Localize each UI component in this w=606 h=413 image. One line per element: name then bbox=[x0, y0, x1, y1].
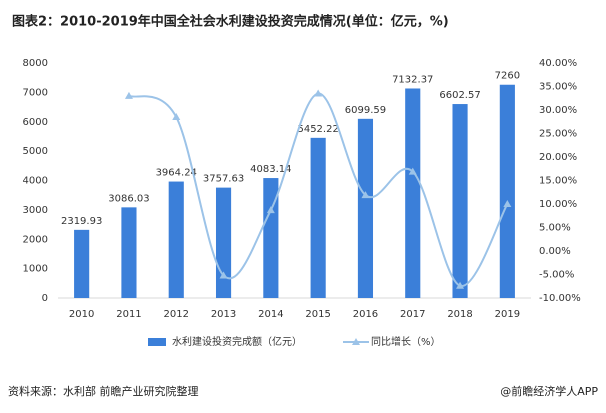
y2-tick-label: 0.00% bbox=[539, 246, 571, 257]
value-label: 3086.03 bbox=[108, 193, 149, 204]
x-tick-label: 2012 bbox=[164, 309, 189, 320]
y-tick-label: 6000 bbox=[23, 117, 48, 128]
y2-tick-label: 20.00% bbox=[539, 152, 577, 163]
value-label: 3964.24 bbox=[156, 168, 197, 179]
source: 资料来源：水利部 前瞻产业研究院整理 bbox=[8, 384, 199, 398]
line-marker bbox=[266, 206, 275, 214]
bar bbox=[121, 207, 137, 298]
line-marker bbox=[314, 89, 323, 97]
y2-tick-label: 15.00% bbox=[539, 176, 577, 187]
chart-title: 图表2：2010-2019年中国全社会水利建设投资完成情况(单位：亿元，%) bbox=[12, 14, 449, 30]
y-tick-label: 3000 bbox=[23, 205, 48, 216]
value-label: 7260 bbox=[495, 71, 520, 82]
x-tick-label: 2015 bbox=[305, 309, 330, 320]
x-tick-label: 2010 bbox=[69, 309, 94, 320]
legend-label: 同比增长（%） bbox=[371, 335, 441, 348]
line-marker bbox=[408, 167, 417, 175]
y-tick-label: 4000 bbox=[23, 176, 48, 187]
x-tick-label: 2016 bbox=[353, 309, 378, 320]
legend-swatch bbox=[148, 338, 166, 346]
y-tick-label: 5000 bbox=[23, 146, 48, 157]
line-marker bbox=[361, 191, 370, 199]
value-label: 3757.63 bbox=[203, 174, 244, 185]
line-marker bbox=[219, 271, 228, 279]
y-tick-label: 1000 bbox=[23, 264, 48, 275]
y2-tick-label: 5.00% bbox=[539, 223, 571, 234]
y2-tick-label: 40.00% bbox=[539, 58, 577, 69]
legend-swatch bbox=[352, 338, 360, 345]
y2-tick-label: 35.00% bbox=[539, 82, 577, 93]
value-label: 2319.93 bbox=[61, 216, 102, 227]
x-tick-label: 2017 bbox=[400, 309, 425, 320]
line-marker bbox=[124, 91, 133, 99]
bar bbox=[263, 178, 279, 298]
value-label: 5452.22 bbox=[297, 124, 338, 135]
value-label: 6602.57 bbox=[439, 90, 480, 101]
x-tick-label: 2014 bbox=[258, 309, 283, 320]
bar bbox=[499, 84, 515, 298]
credit: @前瞻经济学人APP bbox=[500, 384, 598, 398]
y2-tick-label: -10.00% bbox=[539, 293, 581, 304]
y2-tick-label: 30.00% bbox=[539, 105, 577, 116]
bar bbox=[310, 137, 326, 298]
value-label: 6099.59 bbox=[345, 105, 386, 116]
bar bbox=[452, 104, 468, 299]
y-tick-label: 2000 bbox=[23, 234, 48, 245]
x-tick-label: 2019 bbox=[495, 309, 520, 320]
legend-label: 水利建设投资完成额（亿元） bbox=[172, 335, 302, 348]
y-tick-label: 8000 bbox=[23, 58, 48, 69]
y2-tick-label: -5.00% bbox=[539, 270, 574, 281]
bar bbox=[74, 229, 90, 298]
y-tick-label: 0 bbox=[42, 293, 48, 304]
bar bbox=[215, 187, 232, 298]
value-label: 4083.14 bbox=[250, 164, 291, 175]
y-tick-label: 7000 bbox=[23, 87, 48, 98]
line-marker bbox=[172, 113, 181, 121]
y2-tick-label: 10.00% bbox=[539, 199, 577, 210]
x-tick-label: 2011 bbox=[116, 309, 141, 320]
x-tick-label: 2018 bbox=[447, 309, 472, 320]
line-marker bbox=[503, 200, 512, 207]
bar bbox=[405, 88, 421, 298]
y2-tick-label: 25.00% bbox=[539, 129, 577, 140]
x-tick-label: 2013 bbox=[211, 309, 236, 320]
bar bbox=[357, 118, 374, 298]
line-marker bbox=[456, 281, 465, 289]
value-label: 7132.37 bbox=[392, 74, 433, 85]
bar bbox=[168, 181, 184, 298]
